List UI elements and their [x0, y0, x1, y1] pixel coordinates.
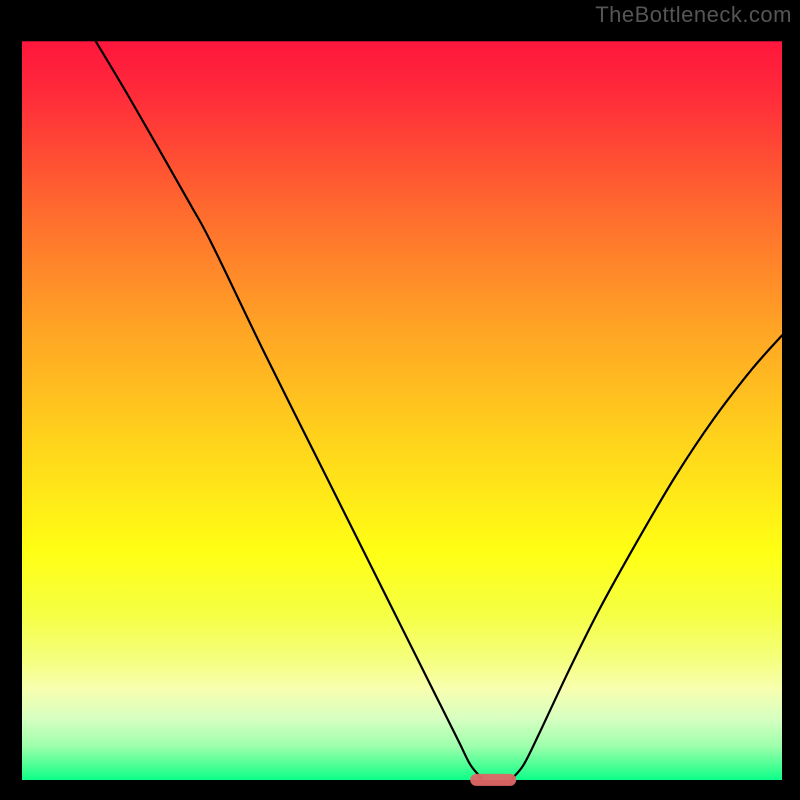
chart-root: TheBottleneck.com [0, 0, 800, 800]
watermark-label: TheBottleneck.com [595, 2, 792, 28]
optimum-marker [470, 774, 516, 786]
plot-background [0, 0, 800, 800]
